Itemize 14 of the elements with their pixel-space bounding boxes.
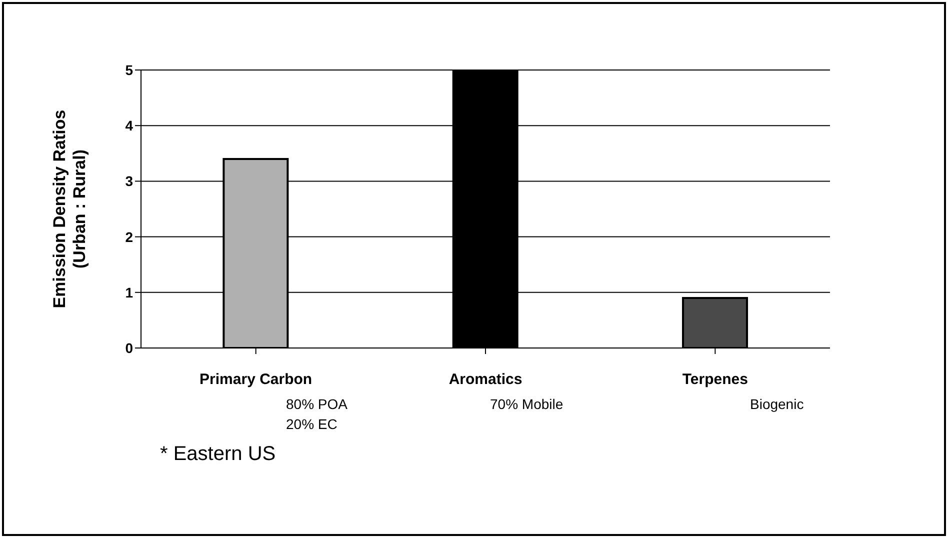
y-tick-label: 0 <box>125 340 134 356</box>
y-tick-label: 3 <box>125 173 134 190</box>
y-axis-title: Emission Density Ratios (Urban : Rural) <box>50 110 89 308</box>
x-tick-label: Aromatics <box>448 371 522 388</box>
x-tick-label: Primary Carbon <box>200 371 312 388</box>
y-tick-label: 1 <box>125 284 134 300</box>
x-tick-label: Terpenes <box>682 371 748 388</box>
text: 80% POA 20% EC <box>286 395 348 434</box>
y-tick-label: 4 <box>125 118 134 134</box>
text: 70% Mobile <box>490 395 564 414</box>
y-tick-label: 2 <box>125 228 134 245</box>
text: * Eastern US <box>160 442 276 467</box>
text: Biogenic <box>750 395 804 414</box>
y-tick-label: 5 <box>125 62 134 78</box>
